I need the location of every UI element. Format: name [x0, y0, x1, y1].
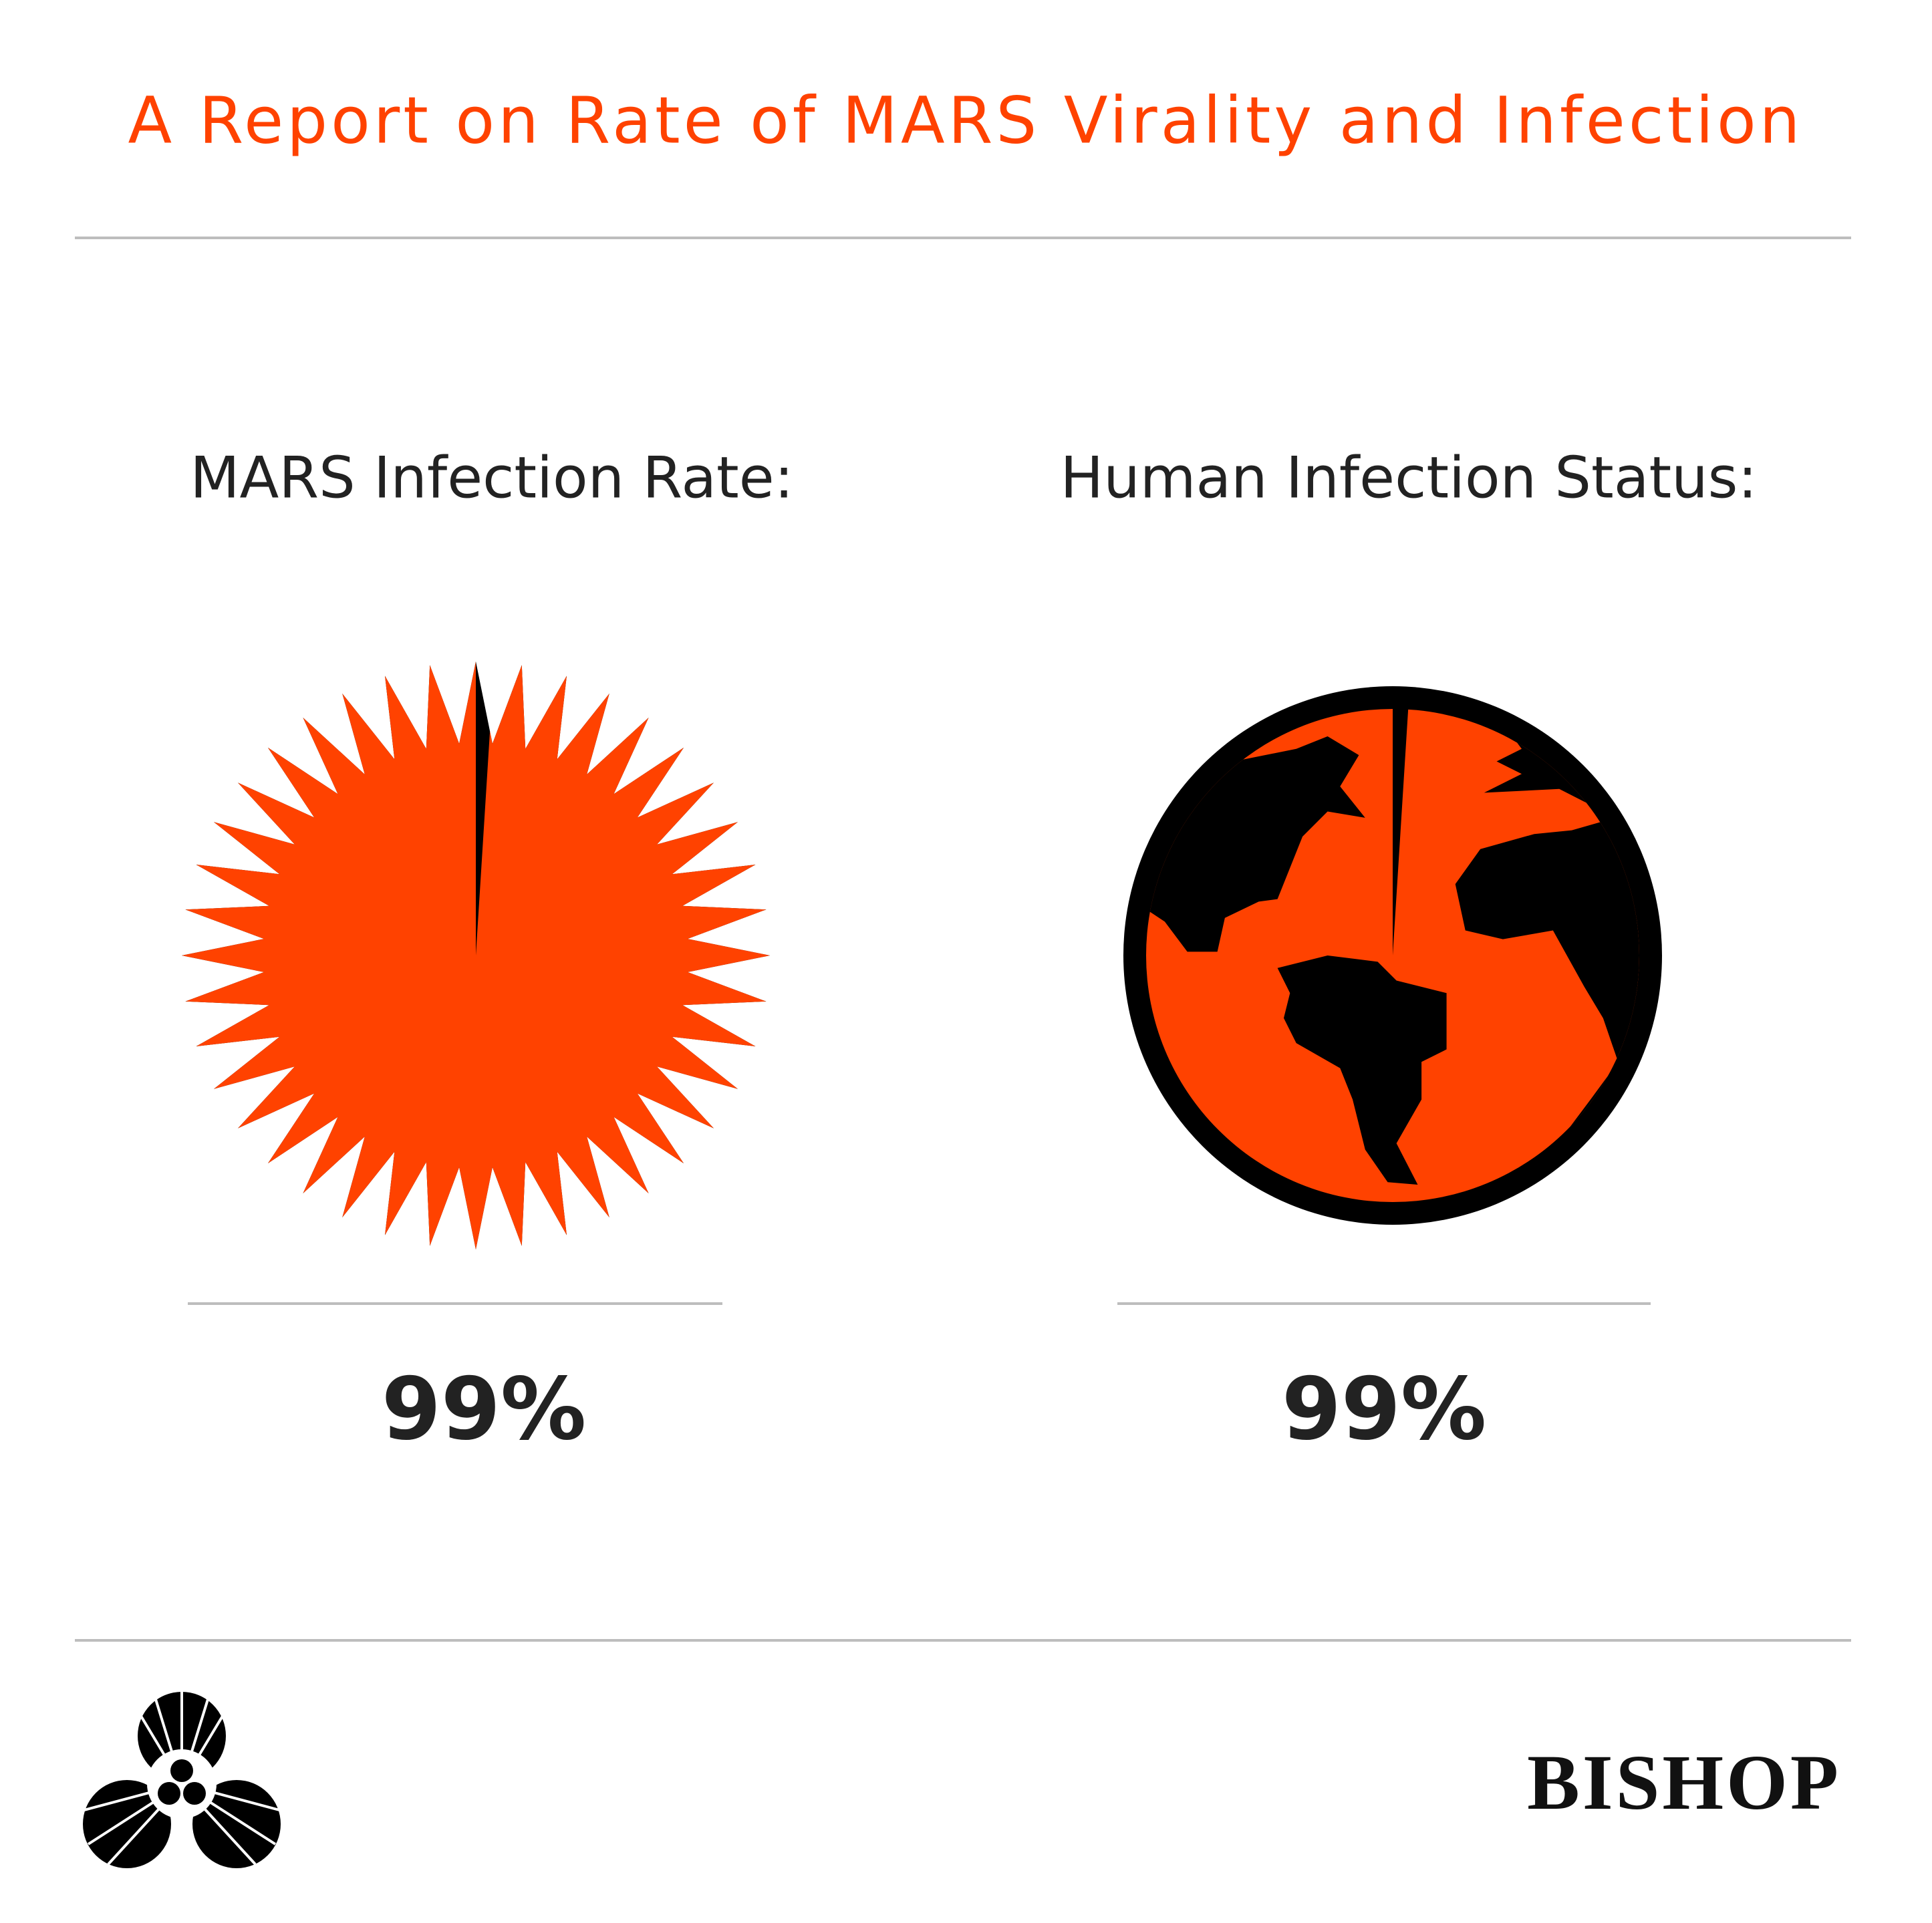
starburst	[182, 661, 770, 1249]
brand: BISHOP	[1527, 1739, 1841, 1826]
page-title: A Report on Rate of MARS Virality and In…	[128, 83, 1803, 158]
chart-title: Human Infection Status:	[1061, 444, 1758, 511]
logo	[81, 1690, 283, 1868]
chart-title: MARS Infection Rate:	[190, 444, 793, 511]
share-wedge	[182, 661, 770, 1249]
value-label: 99%	[1282, 1360, 1486, 1459]
continent	[1277, 955, 1447, 1185]
value-label: 99%	[382, 1360, 586, 1459]
